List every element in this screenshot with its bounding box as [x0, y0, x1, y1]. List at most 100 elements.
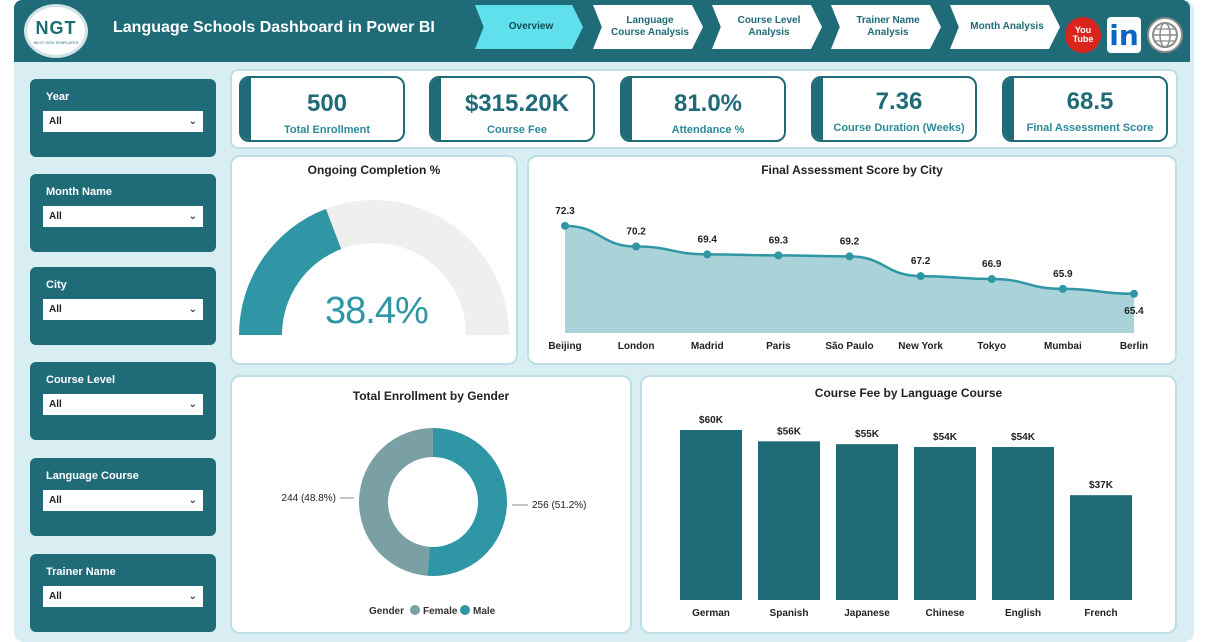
chevron-down-icon: ⌄ [188, 304, 197, 315]
x-tick-label: Tokyo [977, 341, 1006, 352]
kpi-attendance: 81.0% Attendance % [620, 76, 786, 142]
slicer-year: Year All ⌄ [30, 79, 216, 157]
data-label: $55K [855, 429, 880, 440]
nav-language-course-analysis[interactable]: Language Course Analysis [593, 5, 703, 49]
x-tick-label: São Paulo [825, 341, 873, 352]
dropdown-value: All [49, 116, 62, 127]
dropdown-value: All [49, 591, 62, 602]
nav-month-analysis[interactable]: Month Analysis [950, 5, 1060, 49]
slicer-label: Language Course [46, 470, 139, 482]
youtube-text-top: You [1074, 25, 1092, 35]
data-label: 70.2 [626, 227, 646, 238]
kpi-caption: Course Duration (Weeks) [833, 122, 965, 134]
data-label: $56K [777, 426, 802, 437]
legend-title: Gender [369, 606, 404, 617]
x-tick-label: German [692, 608, 730, 619]
nav-course-level-analysis[interactable]: Course Level Analysis [712, 5, 822, 49]
chevron-down-icon: ⌄ [188, 591, 197, 602]
month-name-dropdown[interactable]: All ⌄ [43, 206, 203, 227]
x-tick-label: New York [898, 341, 943, 352]
donut-slice-female [358, 428, 433, 576]
bar [914, 447, 976, 600]
youtube-text-bottom: Tube [1072, 34, 1094, 44]
dropdown-value: All [49, 495, 62, 506]
website-globe-icon[interactable] [1147, 17, 1183, 53]
kpi-final-assessment-score: 68.5 Final Assessment Score [1002, 76, 1168, 142]
bar [680, 430, 742, 600]
nav-overview[interactable]: Overview [475, 5, 583, 49]
language-course-dropdown[interactable]: All ⌄ [43, 490, 203, 511]
chart-title: Final Assessment Score by City [761, 163, 943, 177]
data-label: 65.4 [1124, 306, 1144, 317]
logo: NGT NEXT GEN TEMPLATES [24, 4, 88, 58]
x-tick-label: French [1084, 608, 1117, 619]
data-label: 69.3 [769, 235, 789, 246]
gender-card: Total Enrollment by Gender [230, 375, 632, 634]
year-dropdown[interactable]: All ⌄ [43, 111, 203, 132]
legend-label: Male [473, 606, 496, 617]
x-tick-label: Paris [766, 341, 791, 352]
youtube-icon[interactable]: You Tube [1065, 17, 1101, 53]
slicer-city: City All ⌄ [30, 267, 216, 345]
chevron-down-icon: ⌄ [188, 211, 197, 222]
data-label: $37K [1089, 480, 1114, 491]
chevron-down-icon: ⌄ [188, 495, 197, 506]
legend-marker [410, 605, 420, 615]
x-tick-label: Chinese [926, 608, 965, 619]
slicer-trainer-name: Trainer Name All ⌄ [30, 554, 216, 632]
kpi-caption: Course Fee [487, 124, 547, 136]
legend-label: Female [423, 606, 458, 617]
linkedin-icon[interactable]: in [1107, 17, 1141, 53]
slicer-month-name: Month Name All ⌄ [30, 174, 216, 252]
x-tick-label: Madrid [691, 341, 724, 352]
kpi-caption: Total Enrollment [284, 124, 370, 136]
x-tick-label: London [618, 341, 655, 352]
data-point [1130, 289, 1138, 298]
dropdown-value: All [49, 211, 62, 222]
chevron-down-icon: ⌄ [188, 116, 197, 127]
data-point [987, 275, 996, 284]
bar [1070, 495, 1132, 600]
chart-title: Course Fee by Language Course [814, 386, 1003, 400]
data-point [845, 252, 854, 261]
x-tick-label: Berlin [1120, 341, 1148, 352]
dropdown-value: All [49, 304, 62, 315]
gauge-fill [239, 208, 342, 335]
logo-text: NGT [35, 17, 77, 38]
data-point [1058, 284, 1067, 293]
nav-trainer-name-analysis[interactable]: Trainer Name Analysis [831, 5, 941, 49]
data-point [561, 221, 569, 230]
kpi-caption: Final Assessment Score [1026, 122, 1154, 134]
data-label: 256 (51.2%) [532, 500, 586, 511]
chevron-down-icon: ⌄ [188, 399, 197, 410]
x-tick-label: Mumbai [1044, 341, 1082, 352]
slicer-language-course: Language Course All ⌄ [30, 458, 216, 536]
data-point [703, 250, 712, 259]
kpi-value: 7.36 [875, 88, 923, 115]
kpi-value: 500 [306, 90, 348, 117]
data-label: 69.2 [840, 236, 860, 247]
donut-slice-male [427, 428, 507, 576]
course-level-dropdown[interactable]: All ⌄ [43, 394, 203, 415]
bar [836, 444, 898, 600]
kpi-value: 81.0% [673, 90, 743, 117]
kpi-course-fee: $315.20K Course Fee [429, 76, 595, 142]
x-tick-label: English [1005, 608, 1041, 619]
logo-subtitle: NEXT GEN TEMPLATES [33, 39, 79, 45]
slicer-course-level: Course Level All ⌄ [30, 362, 216, 440]
slicer-label: City [46, 279, 67, 291]
course-fee-bar-chart: $60K German $56K Spanish $55K Japanese $54K Chi… [680, 415, 1132, 619]
trainer-name-dropdown[interactable]: All ⌄ [43, 586, 203, 607]
data-label: 69.4 [698, 234, 718, 245]
data-point [916, 272, 925, 281]
city-dropdown[interactable]: All ⌄ [43, 299, 203, 320]
data-label: 244 (48.8%) [282, 493, 336, 504]
data-point [774, 251, 783, 260]
gender-donut-chart: 244 (48.8%) 256 (51.2%) Gender Female Male [282, 428, 586, 617]
gauge-title: Ongoing Completion % [307, 163, 441, 177]
gauge-value: 38.4% [325, 290, 429, 332]
x-tick-label: Japanese [844, 608, 890, 619]
area-fill [565, 225, 1134, 333]
chart-title: Total Enrollment by Gender [352, 389, 510, 403]
gauge-chart [239, 200, 509, 335]
